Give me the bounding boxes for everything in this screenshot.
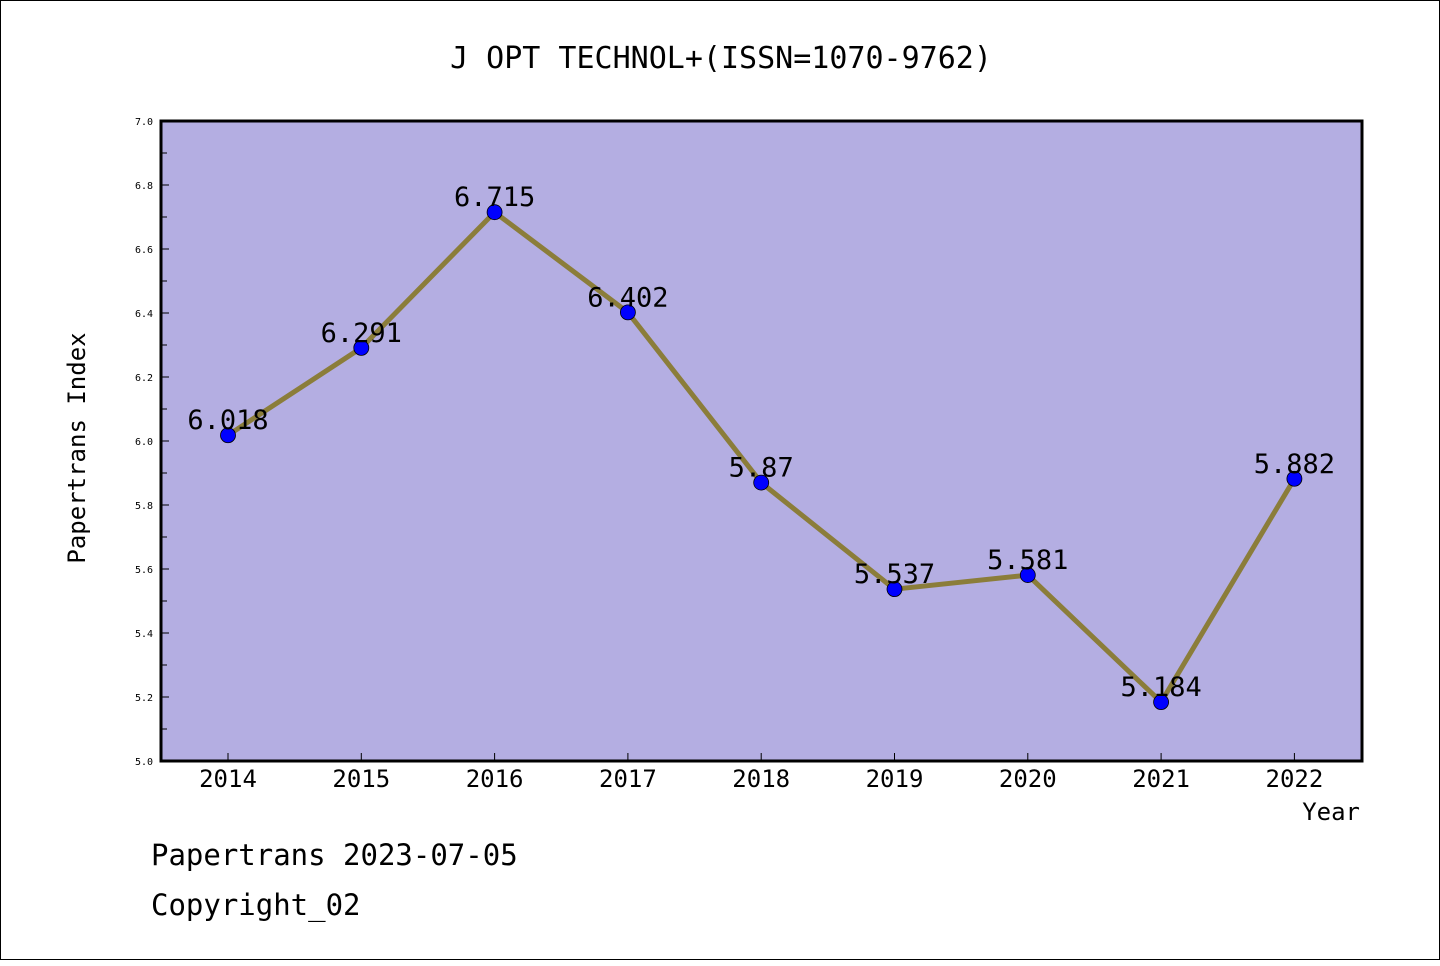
data-label: 5.184 bbox=[1120, 672, 1201, 703]
y-axis: 5.0 5.2 5.4 5.6 5.8 6.0 6.2 6.4 6.6 6.8 7.0 bbox=[135, 117, 169, 768]
x-tick-label: 2020 bbox=[999, 765, 1057, 793]
data-point bbox=[753, 474, 770, 491]
x-axis-label: Year bbox=[1302, 798, 1360, 826]
footer-copyright: Copyright_02 bbox=[151, 888, 361, 923]
data-point bbox=[220, 427, 236, 444]
x-tick-label: 2018 bbox=[732, 765, 790, 793]
y-tick-label: 7.0 bbox=[135, 117, 153, 128]
y-tick-label: 5.6 bbox=[135, 565, 153, 576]
y-axis-label: Papertrans Index bbox=[63, 332, 91, 563]
data-label: 5.537 bbox=[854, 559, 935, 590]
data-point bbox=[620, 304, 636, 321]
y-tick-label: 6.4 bbox=[135, 309, 153, 320]
chart-title: J OPT TECHNOL+(ISSN=1070-9762) bbox=[450, 41, 992, 76]
y-tick-label: 5.2 bbox=[135, 693, 153, 704]
data-label: 6.018 bbox=[187, 405, 268, 436]
plot-area bbox=[159, 119, 1364, 763]
data-point bbox=[1019, 567, 1036, 583]
x-tick-label: 2014 bbox=[199, 765, 257, 793]
data-label: 5.581 bbox=[987, 545, 1068, 576]
y-tick-label: 5.8 bbox=[135, 501, 153, 512]
data-points bbox=[220, 204, 1303, 711]
y-tick-label: 6.0 bbox=[135, 437, 153, 448]
data-labels: 6.018 6.291 6.715 6.402 5.87 5.537 5.581 5.184 5… bbox=[187, 182, 1335, 703]
y-tick-label: 6.2 bbox=[135, 373, 153, 384]
y-tick-label: 5.0 bbox=[135, 757, 153, 768]
x-tick-label: 2019 bbox=[866, 765, 924, 793]
y-tick-label: 5.4 bbox=[135, 629, 153, 640]
data-point bbox=[353, 339, 370, 356]
data-point bbox=[1286, 470, 1303, 487]
x-tick-label: 2017 bbox=[599, 765, 657, 793]
x-tick-label: 2015 bbox=[332, 765, 390, 793]
x-tick-label: 2021 bbox=[1132, 765, 1190, 793]
data-label: 5.87 bbox=[729, 453, 794, 484]
x-tick-label: 2022 bbox=[1266, 765, 1324, 793]
y-tick-label: 6.8 bbox=[135, 181, 153, 192]
data-point bbox=[1153, 694, 1169, 711]
x-tick-label: 2016 bbox=[466, 765, 524, 793]
data-label: 5.882 bbox=[1254, 449, 1335, 480]
data-label: 6.402 bbox=[587, 282, 668, 313]
data-point bbox=[486, 204, 503, 221]
y-tick-label: 6.6 bbox=[135, 245, 153, 256]
footer-date: Papertrans 2023-07-05 bbox=[151, 838, 518, 872]
x-axis: 2014 2015 2016 2017 2018 2019 2020 2021 2022 bbox=[199, 753, 1323, 793]
data-label: 6.291 bbox=[321, 318, 402, 349]
data-label: 6.715 bbox=[454, 182, 535, 213]
data-point bbox=[886, 581, 903, 598]
